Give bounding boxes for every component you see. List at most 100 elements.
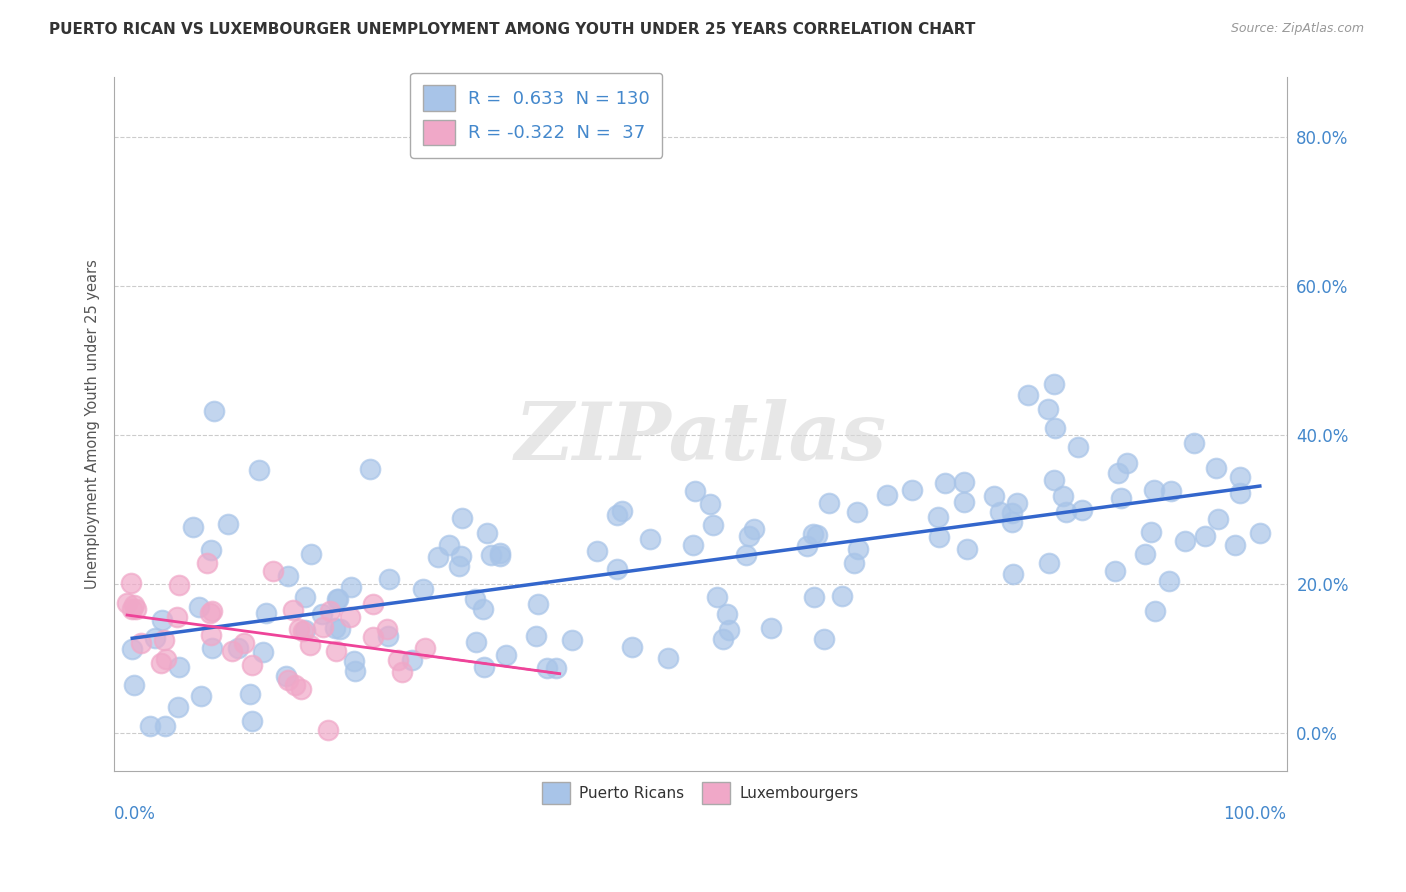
Point bbox=[359, 462, 381, 476]
Point bbox=[202, 403, 225, 417]
Point bbox=[125, 602, 148, 616]
Point bbox=[294, 623, 316, 637]
Point bbox=[488, 549, 510, 563]
Point bbox=[1001, 506, 1024, 520]
Point bbox=[842, 556, 865, 570]
Point bbox=[198, 606, 221, 620]
Point bbox=[1229, 486, 1251, 500]
Point bbox=[1157, 574, 1180, 588]
Point bbox=[450, 511, 472, 525]
Point bbox=[426, 549, 449, 564]
Point bbox=[1249, 525, 1271, 540]
Point bbox=[339, 610, 361, 624]
Point bbox=[329, 623, 352, 637]
Point bbox=[546, 660, 568, 674]
Point bbox=[1140, 524, 1163, 539]
Point bbox=[479, 549, 502, 563]
Point bbox=[901, 483, 924, 497]
Point bbox=[361, 597, 384, 611]
Point bbox=[1160, 483, 1182, 498]
Point bbox=[472, 660, 495, 674]
Point bbox=[200, 628, 222, 642]
Point bbox=[620, 640, 643, 654]
Point bbox=[848, 541, 870, 556]
Point bbox=[612, 504, 634, 518]
Point bbox=[311, 607, 333, 622]
Point bbox=[169, 660, 191, 674]
Point bbox=[876, 488, 898, 502]
Point bbox=[221, 643, 243, 657]
Point bbox=[1194, 529, 1216, 543]
Text: Source: ZipAtlas.com: Source: ZipAtlas.com bbox=[1230, 22, 1364, 36]
Point bbox=[200, 542, 222, 557]
Point bbox=[1071, 503, 1094, 517]
Text: 0.0%: 0.0% bbox=[114, 805, 156, 823]
Point bbox=[953, 495, 976, 509]
Point bbox=[683, 484, 706, 499]
Point bbox=[129, 636, 152, 650]
Point bbox=[1225, 538, 1247, 552]
Point bbox=[318, 604, 340, 618]
Point bbox=[813, 632, 835, 646]
Point bbox=[292, 624, 315, 638]
Point bbox=[1143, 483, 1166, 498]
Point bbox=[803, 590, 825, 604]
Point bbox=[277, 673, 299, 687]
Point bbox=[122, 678, 145, 692]
Point bbox=[143, 631, 166, 645]
Point bbox=[122, 598, 145, 612]
Point bbox=[1174, 533, 1197, 548]
Point bbox=[290, 682, 312, 697]
Point bbox=[988, 506, 1011, 520]
Point bbox=[287, 622, 309, 636]
Point bbox=[846, 505, 869, 519]
Point bbox=[447, 559, 470, 574]
Point bbox=[169, 578, 191, 592]
Point bbox=[387, 653, 409, 667]
Point bbox=[1005, 495, 1028, 509]
Text: ZIPatlas: ZIPatlas bbox=[515, 400, 886, 476]
Point bbox=[152, 632, 174, 647]
Point bbox=[1206, 512, 1229, 526]
Point bbox=[1002, 567, 1025, 582]
Point bbox=[928, 531, 950, 545]
Point bbox=[120, 576, 142, 591]
Point bbox=[983, 489, 1005, 503]
Point bbox=[1109, 491, 1132, 505]
Point bbox=[413, 640, 436, 655]
Point bbox=[361, 631, 384, 645]
Point bbox=[1052, 490, 1074, 504]
Point bbox=[1042, 376, 1064, 391]
Point bbox=[262, 564, 284, 578]
Point bbox=[239, 687, 262, 701]
Point bbox=[190, 690, 212, 704]
Point bbox=[377, 629, 399, 643]
Point bbox=[299, 547, 322, 561]
Point bbox=[952, 475, 974, 489]
Point bbox=[734, 548, 756, 562]
Point bbox=[1135, 547, 1157, 561]
Point bbox=[1229, 470, 1251, 484]
Point bbox=[328, 591, 350, 606]
Point bbox=[166, 610, 188, 624]
Point bbox=[378, 572, 401, 586]
Point bbox=[391, 665, 413, 679]
Text: 100.0%: 100.0% bbox=[1223, 805, 1286, 823]
Point bbox=[299, 638, 322, 652]
Point bbox=[1054, 505, 1077, 519]
Point bbox=[699, 497, 721, 511]
Point bbox=[1182, 436, 1205, 450]
Point bbox=[195, 556, 218, 570]
Point bbox=[233, 636, 256, 650]
Point bbox=[956, 542, 979, 557]
Point bbox=[464, 635, 486, 649]
Point bbox=[343, 654, 366, 668]
Legend: Puerto Ricans, Luxembourgers: Puerto Ricans, Luxembourgers bbox=[534, 775, 866, 812]
Y-axis label: Unemployment Among Youth under 25 years: Unemployment Among Youth under 25 years bbox=[86, 260, 100, 589]
Point bbox=[340, 580, 363, 594]
Point bbox=[150, 657, 173, 671]
Point bbox=[217, 516, 239, 531]
Point bbox=[150, 613, 173, 627]
Point bbox=[934, 475, 956, 490]
Point bbox=[1107, 466, 1129, 480]
